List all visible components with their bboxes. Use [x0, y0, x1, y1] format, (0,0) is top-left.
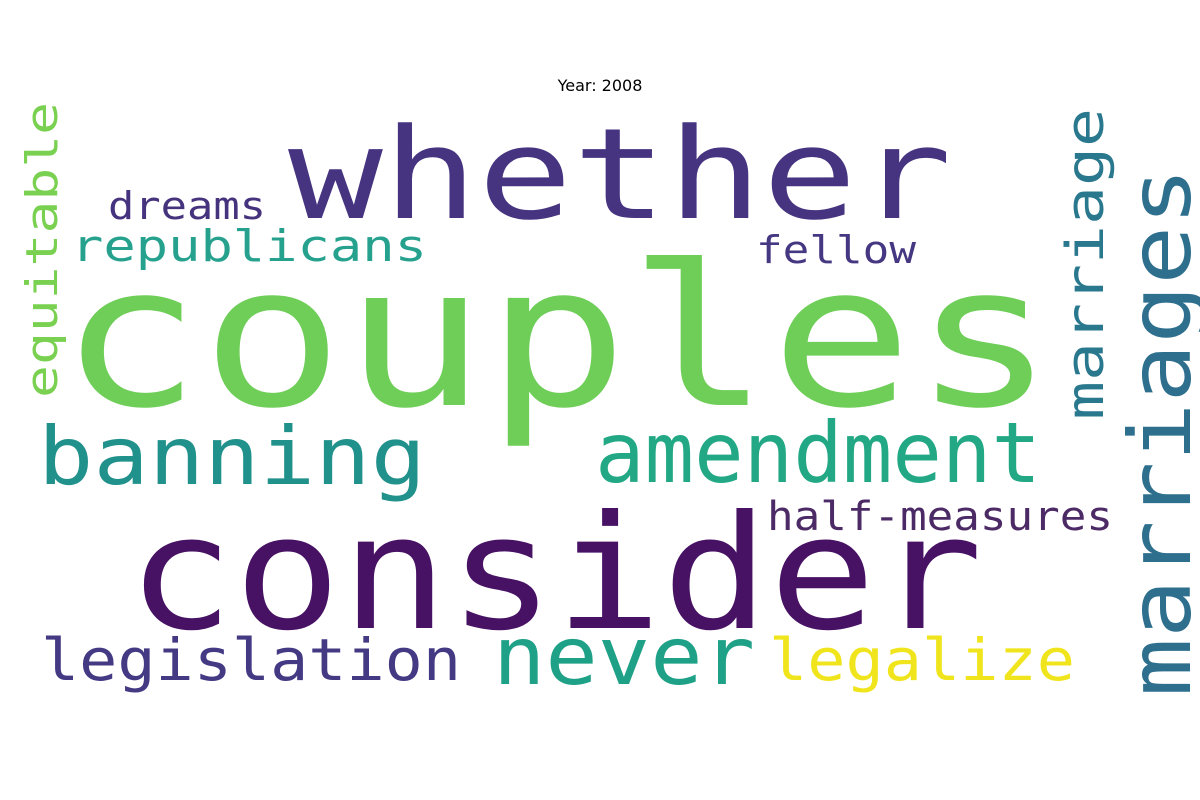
word-marriages: marriages	[1111, 167, 1200, 697]
word-fellow: fellow	[756, 228, 916, 272]
word-dreams: dreams	[108, 184, 266, 228]
word-marriage: marriage	[1056, 108, 1116, 420]
word-equitable: equitable	[17, 102, 68, 398]
word-legislation: legislation	[41, 626, 461, 694]
word-half-measures: half-measures	[767, 494, 1113, 540]
word-banning: banning	[38, 410, 426, 503]
word-legalize: legalize	[769, 626, 1075, 694]
word-never: never	[493, 610, 755, 703]
word-republicans: republicans	[71, 221, 427, 272]
word-amendment: amendment	[595, 404, 1041, 502]
